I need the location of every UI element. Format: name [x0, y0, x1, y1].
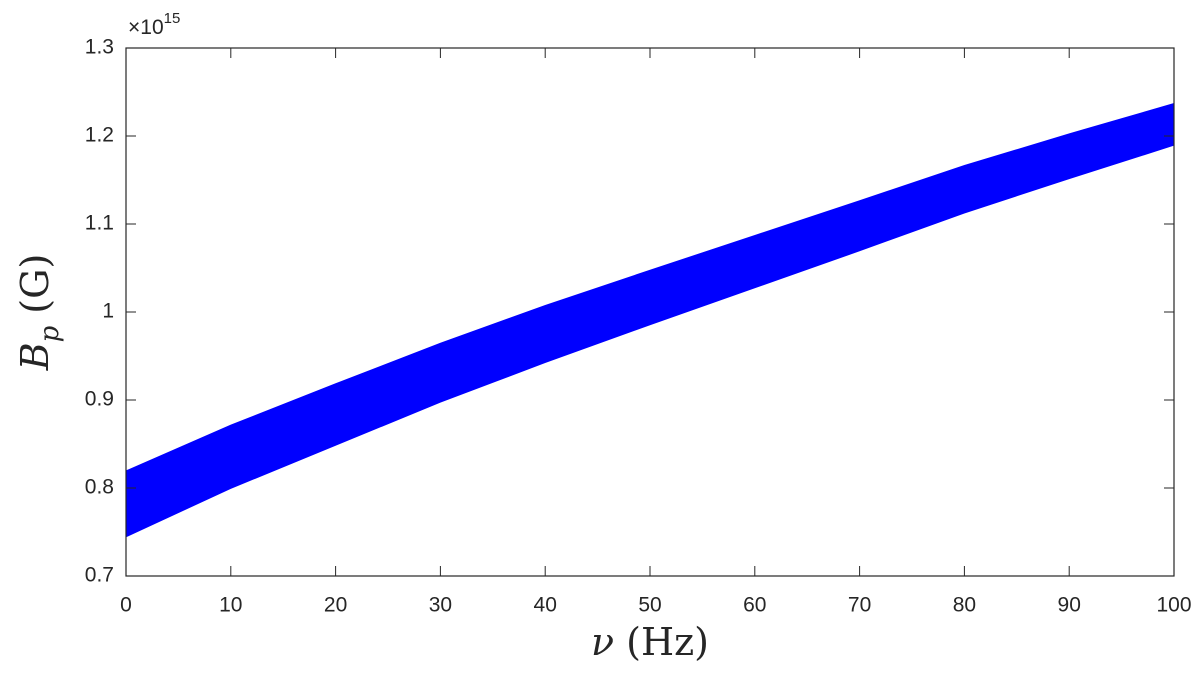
x-tick-label: 0	[120, 594, 132, 617]
y-axis-label: Bp(G)	[13, 254, 65, 372]
y-tick-label: 1.1	[85, 212, 114, 235]
y-multiplier: ×1015	[128, 10, 180, 39]
x-tick-label: 20	[324, 594, 347, 617]
y-tick-label: 0.8	[85, 476, 114, 499]
x-axis-label: ν (Hz)	[591, 620, 709, 664]
x-tick-label: 60	[743, 594, 766, 617]
x-tick-label: 80	[953, 594, 976, 617]
x-tick-label: 90	[1058, 594, 1081, 617]
y-tick-label: 1	[102, 300, 114, 323]
y-tick-label: 0.7	[85, 564, 114, 587]
x-tick-label: 100	[1156, 594, 1191, 617]
y-tick-label: 1.2	[85, 124, 114, 147]
y-tick-label: 1.3	[85, 36, 114, 59]
x-tick-label: 50	[638, 594, 661, 617]
band-area	[126, 103, 1174, 538]
x-tick-label: 40	[534, 594, 557, 617]
x-tick-label: 30	[429, 594, 452, 617]
y-tick-label: 0.9	[85, 388, 114, 411]
x-tick-label: 70	[848, 594, 871, 617]
x-tick-label: 10	[219, 594, 242, 617]
